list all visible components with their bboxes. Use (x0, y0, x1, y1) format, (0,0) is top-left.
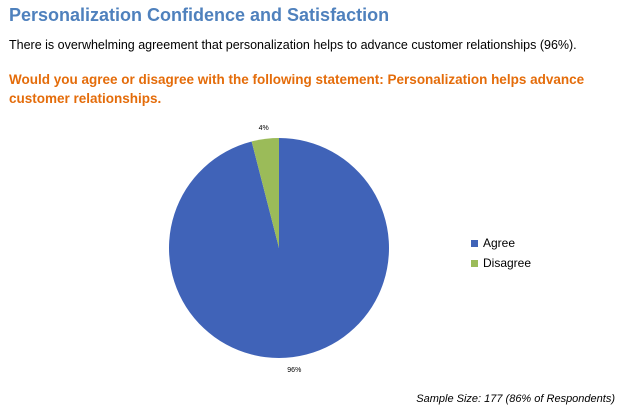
legend-label-disagree: Disagree (483, 256, 532, 270)
survey-question: Would you agree or disagree with the fol… (9, 72, 585, 106)
pie-slices (169, 138, 390, 358)
sample-size-note: Sample Size: 177 (86% of Respondents) (416, 393, 615, 405)
pie-data-labels: 96% 4% (259, 125, 302, 374)
legend-swatch-disagree (471, 259, 478, 267)
pie-slice-disagree (251, 138, 279, 248)
legend-label-agree: Agree (483, 236, 516, 250)
legend-item-agree: Agree (471, 233, 531, 253)
legend-item-disagree: Disagree (471, 253, 531, 273)
page-title: Personalization Confidence and Satisfact… (9, 5, 390, 25)
legend-swatch-agree (471, 239, 478, 247)
data-label-agree: 96% (287, 367, 301, 374)
chart-legend: Agree Disagree (471, 233, 531, 273)
data-label-disagree: 4% (259, 125, 269, 132)
summary-text: There is overwhelming agreement that per… (9, 38, 577, 52)
